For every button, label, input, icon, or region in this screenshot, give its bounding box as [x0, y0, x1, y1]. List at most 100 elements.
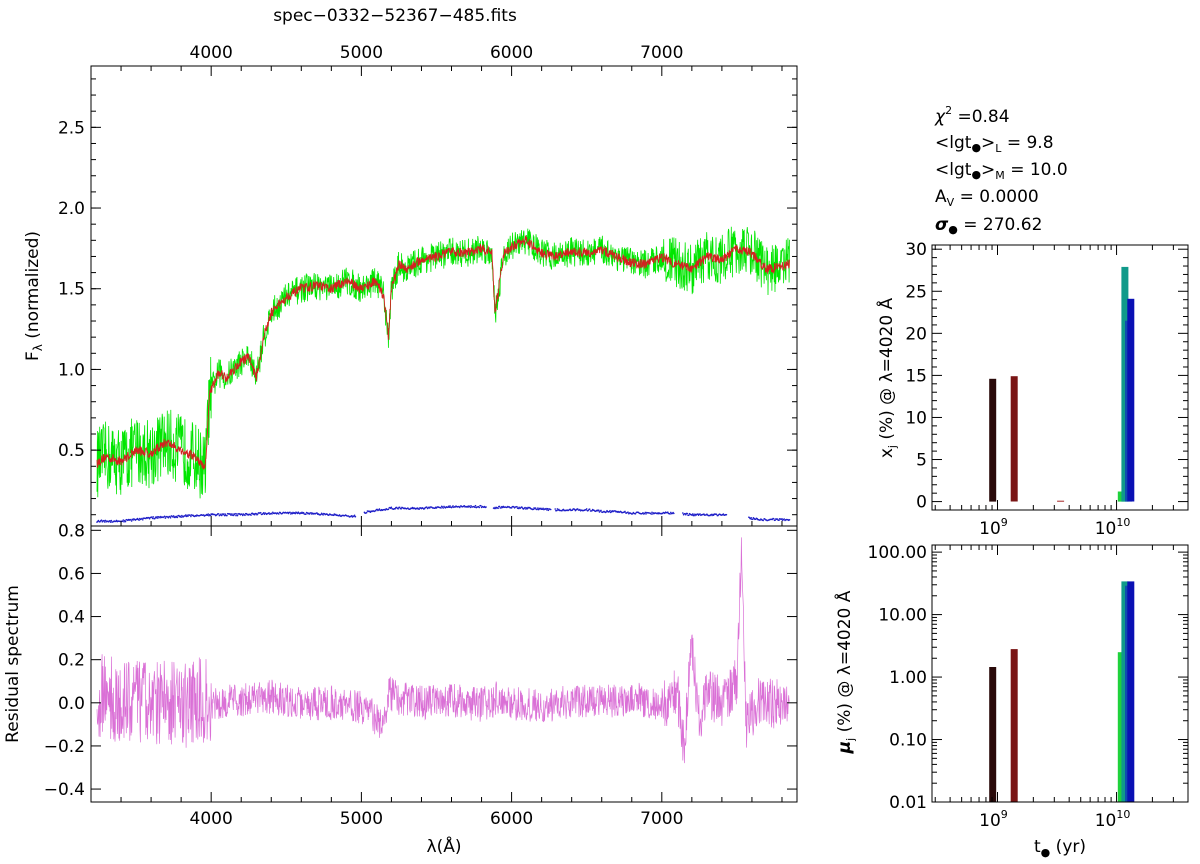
stat-chi2-sup: 2	[945, 104, 952, 117]
xj-ylabel-x: x	[877, 448, 897, 458]
stat-lgt-m-label: <lgt	[935, 160, 972, 180]
stat-lgt-l-label: <lgt	[935, 133, 972, 153]
xj-y-tick-label: 30	[905, 240, 927, 260]
muj-ticks: 0.01 0.10 1.00 10.00 100.00 109 1010	[868, 543, 1188, 831]
spectrum-ylabel-sub: λ	[31, 344, 45, 351]
muj-y-tick-label: 0.01	[889, 793, 927, 813]
residual-y-tick-label: 0.6	[58, 564, 85, 584]
model-spectrum-line	[96, 234, 790, 470]
stat-lgt-m: <lgt●>M = 10.0	[935, 160, 1068, 182]
residual-ticks: 4000 5000 6000 7000 −0.4 −0.2 0.0 0.2 0.4 0.6 0.8	[44, 521, 797, 829]
residual-y-tick-label: 0.2	[58, 651, 85, 671]
stat-sigma: σ● = 270.62	[935, 215, 1042, 236]
spectrum-y-tick-label: 1.0	[58, 360, 85, 380]
residual-series-layer	[96, 537, 790, 764]
spectrum-top-tick-label: 4000	[190, 43, 233, 63]
spectrum-ylabel: Fλ (normalized)	[23, 231, 45, 361]
xj-bar	[1121, 266, 1129, 502]
stat-av: AV = 0.0000	[935, 187, 1039, 209]
muj-bar	[989, 667, 997, 802]
spectrum-ylabel-main: F	[23, 351, 43, 361]
star-mark-icon: ●	[971, 168, 981, 181]
stat-lgt-l-sub: L	[995, 142, 1002, 155]
xj-frame	[931, 244, 1189, 511]
residual-y-tick-label: −0.2	[44, 737, 85, 757]
spectrum-y-tick-label: 2.5	[58, 118, 85, 138]
observed-spectrum-line	[96, 226, 790, 499]
xj-ylabel-rest: (%) @ λ=4020 Å	[875, 297, 897, 445]
xj-bar	[1117, 491, 1125, 502]
muj-ylabel-mu: μ	[835, 741, 855, 755]
xj-y-tick-label: 20	[905, 324, 927, 344]
spectrum-y-tick-label: 1.5	[58, 280, 85, 300]
residual-y-tick-label: 0.8	[58, 521, 85, 541]
xj-bar	[1057, 500, 1065, 502]
muj-ylabel: μj (%) @ λ=4020 Å	[833, 590, 857, 754]
xj-y-tick-label: 5	[916, 451, 927, 471]
muj-y-tick-label: 100.00	[868, 543, 927, 563]
muj-x-tick-label: 1010	[1095, 808, 1131, 831]
stat-lgt-l: <lgt●>L = 9.8	[935, 133, 1054, 155]
residual-y-tick-label: 0.0	[58, 694, 85, 714]
xj-panel: 0 5 10 15 20 25 30 109 1010 xj (%) @ λ=4020 Å	[875, 240, 1189, 539]
spectrum-series-layer	[96, 226, 791, 523]
muj-y-tick-label: 10.00	[878, 606, 927, 626]
stat-av-label: A	[935, 187, 947, 207]
star-mark-icon: ●	[971, 141, 981, 154]
xj-y-tick-label: 25	[905, 282, 927, 302]
xj-bar	[1127, 298, 1135, 502]
stat-lgt-m-sub: M	[995, 169, 1005, 182]
stat-sigma-value: = 270.62	[958, 215, 1043, 235]
xj-x-tick-label: 109	[979, 516, 1008, 539]
xj-y-tick-label: 15	[905, 366, 927, 386]
xj-bar	[1010, 376, 1018, 502]
residual-x-tick-label: 6000	[490, 809, 533, 829]
muj-panel: 0.01 0.10 1.00 10.00 100.00 109 1010 μj (%) @ …	[833, 543, 1189, 859]
stat-lgt-m-value: = 10.0	[1005, 160, 1068, 180]
residual-xlabel: λ(Å)	[427, 835, 462, 857]
muj-bar	[1117, 652, 1125, 802]
muj-x-tick-label: 109	[979, 808, 1008, 831]
residual-y-tick-label: −0.4	[44, 780, 85, 800]
spectrum-y-tick-label: 2.0	[58, 199, 85, 219]
spectrum-y-tick-label: 0.5	[58, 441, 85, 461]
stat-chi2-value: =0.84	[952, 107, 1010, 127]
stats-block: χ2 =0.84 <lgt●>L = 9.8 <lgt●>M = 10.0 AV…	[934, 104, 1068, 236]
xj-ylabel-sub: j	[886, 445, 899, 449]
muj-y-tick-label: 1.00	[889, 668, 927, 688]
file-title: spec−0332−52367−485.fits	[273, 6, 517, 26]
xj-y-tick-label: 0	[916, 493, 927, 513]
spectrum-panel: 4000 5000 6000 7000 0.5 1.0 1.5 2.0 2.5 Fλ (norm…	[23, 43, 798, 527]
residual-x-tick-label: 7000	[640, 809, 683, 829]
muj-ylabel-rest: (%) @ λ=4020 Å	[833, 590, 855, 738]
muj-y-tick-label: 0.10	[889, 731, 927, 751]
xj-bar	[989, 378, 997, 502]
muj-frame	[931, 544, 1189, 803]
residual-panel: 4000 5000 6000 7000−0.4−0.20.00.20.40.60.8 …	[3, 521, 798, 857]
muj-bars-layer	[989, 581, 1135, 802]
residual-frame	[90, 525, 798, 803]
xj-x-tick-label: 1010	[1095, 516, 1131, 539]
stat-sigma-label: σ	[935, 215, 949, 235]
spectrum-top-tick-label: 5000	[340, 43, 383, 63]
stat-av-value: = 0.0000	[954, 187, 1039, 207]
error-dots	[96, 504, 791, 523]
star-mark-icon: ●	[1041, 846, 1051, 859]
stat-lgt-l-value: = 9.8	[1001, 133, 1053, 153]
residual-x-tick-label: 4000	[190, 809, 233, 829]
stat-chi2: χ2 =0.84	[934, 104, 1010, 127]
spectrum-top-tick-label: 7000	[640, 43, 683, 63]
residual-y-tick-label: 0.4	[58, 608, 85, 628]
spectrum-ticks: 4000 5000 6000 7000 0.5 1.0 1.5 2.0 2.5	[58, 43, 797, 526]
stat-chi2-label: χ	[934, 107, 946, 127]
muj-bar	[1121, 581, 1129, 802]
stat-av-sub: V	[947, 196, 955, 209]
xj-y-tick-label: 10	[905, 408, 927, 428]
muj-bar	[1010, 649, 1018, 802]
residual-ylabel: Residual spectrum	[3, 585, 23, 743]
residual-x-tick-label: 5000	[340, 809, 383, 829]
spectrum-ylabel-rest: (normalized)	[23, 231, 43, 344]
spectrum-top-tick-label: 6000	[490, 43, 533, 63]
xj-ticks: 0 5 10 15 20 25 30 109 1010	[905, 240, 1188, 539]
